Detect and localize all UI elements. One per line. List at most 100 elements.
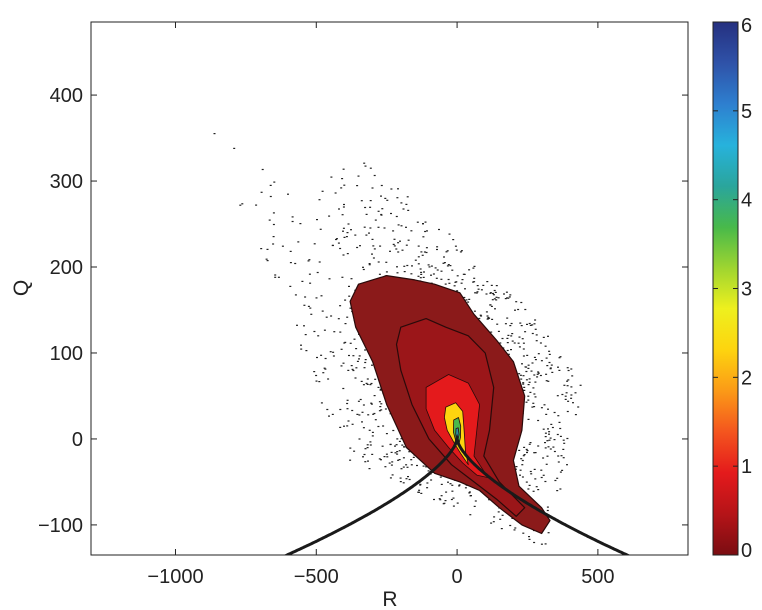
scatter-speck [396,272,399,274]
scatter-speck [391,461,394,463]
scatter-speck [492,521,495,523]
scatter-speck [405,203,408,205]
scatter-speck [363,162,366,164]
scatter-speck [544,345,547,347]
scatter-speck [341,178,344,180]
scatter-speck [476,285,479,287]
scatter-speck [272,236,275,238]
scatter-speck [529,391,532,393]
scatter-speck [328,215,331,217]
scatter-speck [386,456,389,458]
scatter-speck [400,438,403,440]
scatter-speck [396,197,399,199]
scatter-speck [440,495,443,497]
scatter-speck [272,212,275,214]
scatter-speck [464,487,467,489]
scatter-speck [546,506,549,508]
scatter-speck [531,406,534,408]
scatter-speck [371,453,374,455]
scatter-speck [347,420,350,422]
scatter-speck [424,221,427,223]
scatter-speck [540,469,543,471]
scatter-speck [499,342,502,344]
scatter-speck [509,294,512,296]
scatter-speck [537,353,540,355]
scatter-speck [385,453,388,455]
scatter-speck [460,282,463,284]
scatter-speck [318,381,321,383]
scatter-speck [574,392,577,394]
scatter-speck [320,402,323,404]
scatter-speck [401,249,404,251]
scatter-speck [400,468,403,470]
scatter-speck [562,439,565,441]
scatter-speck [398,459,401,461]
scatter-speck [313,330,316,333]
scatter-speck [492,294,495,296]
scatter-speck [369,167,372,169]
scatter-speck [400,225,403,227]
scatter-speck [478,317,481,320]
scatter-speck [528,538,531,540]
scatter-speck [542,457,545,459]
scatter-speck [330,176,333,178]
scatter-speck [380,195,382,197]
scatter-speck [340,187,343,189]
scatter-speck [496,323,499,325]
scatter-speck [473,265,476,267]
scatter-speck [321,310,324,312]
scatter-speck [570,397,573,399]
scatter-speck [357,175,360,177]
scatter-speck [497,297,500,299]
scatter-speck [504,298,507,300]
scatter-speck [550,364,553,366]
scatter-speck [521,476,524,478]
scatter-speck [531,362,534,364]
scatter-speck [318,261,321,263]
scatter-speck [436,248,438,251]
scatter-speck [519,469,522,471]
scatter-speck [485,293,488,295]
scatter-speck [402,482,405,484]
scatter-speck [559,427,562,430]
scatter-speck [422,236,425,238]
scatter-speck [370,402,373,404]
scatter-speck [533,452,536,454]
scatter-speck [525,370,528,373]
scatter-speck [373,174,376,177]
scatter-speck [345,236,348,238]
scatter-speck [547,446,550,448]
scatter-speck [371,238,374,240]
scatter-speck [400,202,403,204]
scatter-speck [527,399,530,401]
scatter-speck [362,384,365,386]
scatter-speck [391,474,394,476]
scatter-speck [362,266,364,268]
scatter-speck [365,213,368,215]
scatter-speck [406,196,409,198]
scatter-speck [495,296,498,298]
scatter-speck [447,481,449,483]
scatter-speck [556,395,559,397]
scatter-speck [398,440,401,442]
scatter-speck [553,411,556,414]
scatter-speck [533,374,536,376]
scatter-speck [440,483,443,485]
scatter-speck [395,248,398,250]
scatter-speck [510,335,513,337]
scatter-speck [386,199,389,201]
scatter-speck [544,432,547,434]
scatter-speck [412,456,415,458]
scatter-speck [533,356,536,358]
scatter-speck [537,371,540,373]
scatter-speck [299,223,302,225]
scatter-speck [343,184,346,186]
scatter-speck [384,466,387,468]
scatter-speck [392,230,395,232]
scatter-speck [403,265,406,267]
scatter-speck [476,291,479,293]
colorbar-tick-label: 6 [741,15,752,37]
scatter-speck [305,350,308,352]
scatter-speck [300,344,302,346]
